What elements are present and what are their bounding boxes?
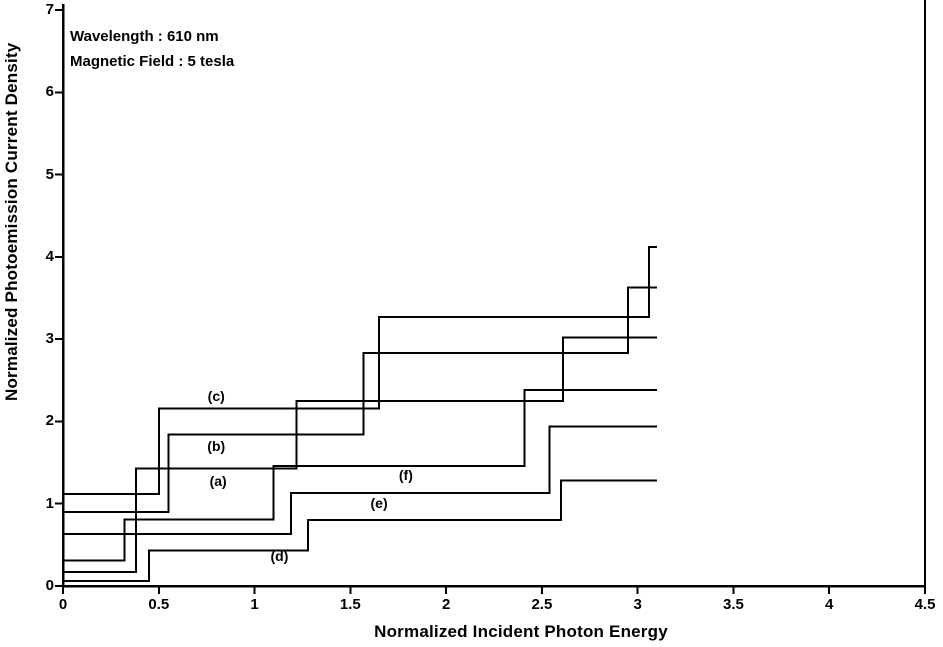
y-tick-label: 4 [45,247,54,265]
x-tick-label: 3 [633,596,642,613]
annotation-magnetic-field: Magnetic Field : 5 tesla [70,53,235,70]
x-tick-label: 1 [250,596,259,613]
series-b [63,286,657,513]
y-tick-label: 3 [45,330,54,348]
y-tick-label: 1 [45,494,54,512]
curve-label-b: (b) [207,438,226,455]
x-tick-label: 4.5 [914,596,936,613]
curve-label-d: (d) [270,547,289,564]
series-f [63,389,657,562]
series-d [63,479,657,583]
x-tick-label: 0 [58,596,68,613]
y-tick-label: 7 [45,1,54,18]
x-tick-label: 3.5 [723,596,744,613]
x-axis-title: Normalized Incident Photon Energy [374,622,668,641]
annotation-wavelength: Wavelength : 610 nm [70,28,219,45]
curve-label-c: (c) [207,387,225,404]
curve-label-f: (f) [398,466,413,483]
series-e [63,425,657,536]
x-tick-label: 2.5 [531,596,553,613]
y-tick-label: 6 [45,83,54,101]
annotation-block: Wavelength : 610 nm Magnetic Field : 5 t… [70,28,234,78]
x-tick-label: 4 [825,596,834,613]
x-tick-label: 1.5 [339,596,361,613]
x-tick-label: 2 [441,596,451,613]
y-tick-label: 5 [45,165,54,183]
y-tick-label: 2 [45,412,54,430]
y-tick-label: 0 [45,577,54,594]
curve-label-e: (e) [370,494,388,511]
series-a [63,336,657,574]
y-axis-title: Normalized Photoemission Current Density [2,42,21,402]
x-tick-label: 0.5 [148,596,170,613]
series-c [63,245,657,495]
curve-label-a: (a) [209,473,227,490]
